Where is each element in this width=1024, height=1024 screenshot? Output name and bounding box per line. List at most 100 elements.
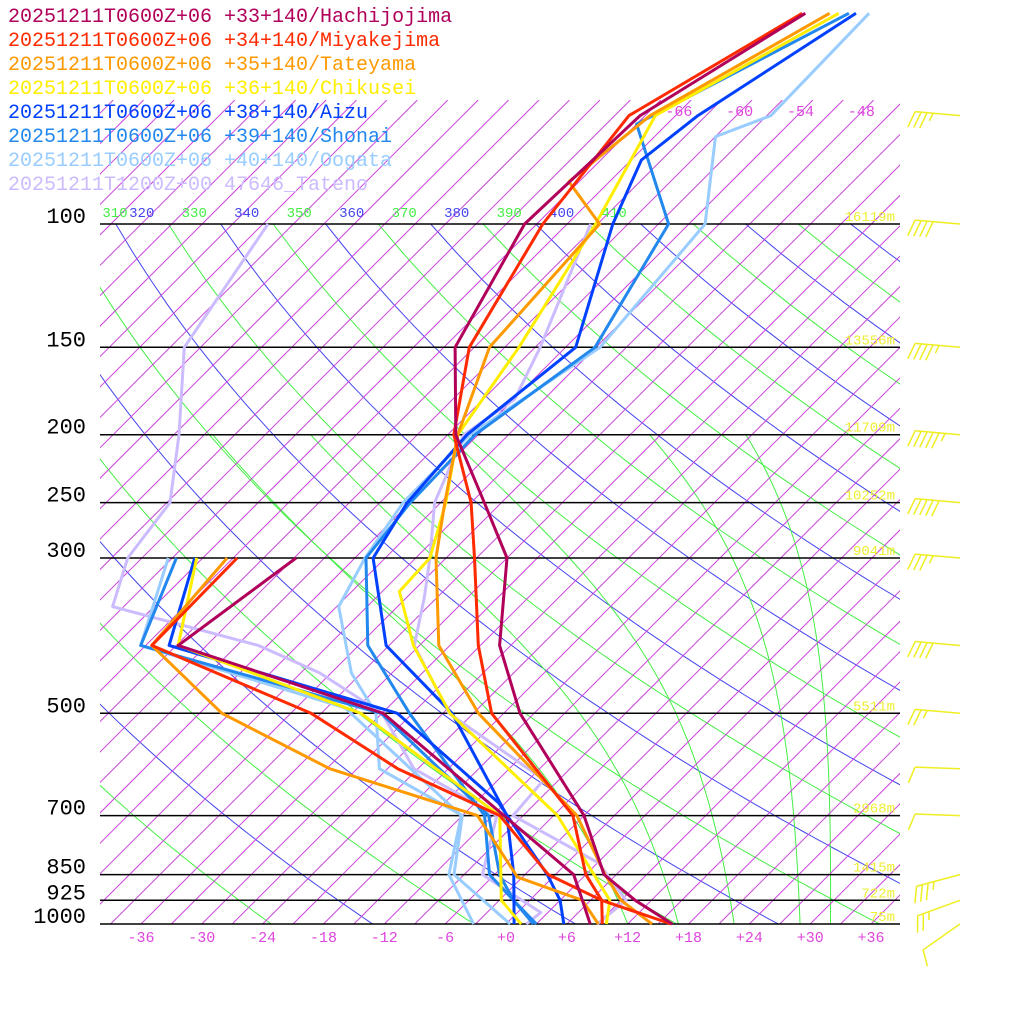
legend-entry: 20251211T0600Z+06 +34+140/Miyakejima <box>8 30 441 53</box>
dewpoint-profile-line <box>139 557 475 925</box>
wind-barbs <box>907 110 961 967</box>
wind-barb-flag <box>919 554 928 571</box>
pressure-label: 925 <box>46 881 86 906</box>
isotherm-line <box>100 100 601 601</box>
wind-barb-flag <box>919 499 928 516</box>
wind-barb <box>907 813 961 831</box>
legend-entry: 20251211T1200Z+00 47646_Tateno <box>8 174 369 197</box>
x-tick-label: -18 <box>310 930 337 947</box>
isotherm-line <box>932 100 1024 924</box>
isotherm-line <box>627 650 900 924</box>
wind-barb <box>907 219 961 238</box>
wind-barb-flag <box>907 709 916 726</box>
wind-barb-flag <box>919 642 928 659</box>
wind-barb-flag <box>931 432 940 449</box>
wind-barb-shaft <box>915 110 961 117</box>
x-tick-label: -24 <box>249 930 276 947</box>
wind-barb-flag <box>913 343 922 360</box>
wind-barb-flag <box>919 884 924 902</box>
isotherm-line <box>171 194 900 924</box>
height-label: 75m <box>870 910 895 926</box>
legend-entry: 20251211T0600Z+06 +35+140/Tateyama <box>8 54 417 77</box>
wind-barb <box>907 497 961 517</box>
theta-label: 370 <box>392 206 417 222</box>
temp-profile-line <box>397 11 840 925</box>
wind-barb-half-flag <box>922 710 928 719</box>
isotherm-line <box>505 529 900 924</box>
wind-barb-flag <box>907 498 916 515</box>
isotherm-line <box>100 100 783 784</box>
height-label: 10252m <box>845 489 895 505</box>
isotherm-line <box>475 498 900 924</box>
wind-barb-flag <box>925 344 934 361</box>
legend-entry: 20251211T0600Z+06 +39+140/Shonai <box>8 126 393 149</box>
wind-barb-flag <box>907 641 916 658</box>
wind-barb <box>907 430 961 449</box>
dewpoint-profile-line <box>150 557 600 925</box>
isotherm-line <box>100 100 418 419</box>
background-lines <box>100 224 900 924</box>
wind-barb-half-flag <box>932 881 935 891</box>
dewpoint-profile-line <box>111 223 543 926</box>
x-tick-label: +18 <box>675 930 702 947</box>
x-tick-label: -30 <box>188 930 215 947</box>
pressure-label: 500 <box>46 694 86 719</box>
isotherm-line <box>100 100 388 388</box>
isotherm-line <box>536 559 900 924</box>
wind-barb-flag <box>913 220 922 237</box>
theta-label: 350 <box>287 206 312 222</box>
isotherm-line <box>100 100 510 510</box>
isotherm-line <box>414 438 900 924</box>
wind-barb-flag <box>913 709 922 726</box>
pressure-label: 250 <box>46 484 86 509</box>
isotherm-line <box>100 100 753 753</box>
moist-adiabat-line <box>649 434 801 924</box>
theta-label: 400 <box>549 206 574 222</box>
isotherm-label: -48 <box>848 104 875 121</box>
pressure-label: 850 <box>46 856 86 881</box>
isotherm-line <box>100 100 449 449</box>
wind-barb-shaft <box>915 342 961 349</box>
temp-profile-line <box>453 12 807 926</box>
wind-barb <box>907 553 961 571</box>
dewpoint-profile-line <box>176 556 592 925</box>
wind-barb-flag <box>913 111 922 128</box>
theta-label: 320 <box>129 206 154 222</box>
isotherm-line <box>100 100 875 875</box>
wind-barb-flag <box>919 431 928 448</box>
isotherm-line <box>140 164 900 924</box>
wind-barb-shaft <box>915 219 961 225</box>
dry-adiabat-line <box>100 784 272 924</box>
legend-entry: 20251211T0600Z+06 +33+140/Hachijojima <box>8 6 453 29</box>
wind-barb-half-flag <box>940 433 946 442</box>
isotherm-line <box>100 100 540 540</box>
isotherm-line <box>110 133 900 924</box>
wind-barb-flag <box>907 343 916 360</box>
height-label: 13556m <box>845 333 895 349</box>
height-label: 722m <box>861 886 895 902</box>
x-tick-label: +0 <box>497 930 515 947</box>
wind-barb-shaft <box>915 553 961 559</box>
x-tick-label: +12 <box>614 930 641 947</box>
wind-barb-shaft <box>916 873 961 887</box>
wind-barb-flag <box>907 766 916 784</box>
wind-barb-flag <box>925 221 934 238</box>
height-label: 9041m <box>853 544 895 560</box>
isotherm-label: -60 <box>726 104 753 121</box>
x-tick-label: -36 <box>127 930 154 947</box>
isotherm-line <box>262 285 900 924</box>
wind-barb-half-flag <box>928 112 934 122</box>
wind-barb-shaft <box>917 899 961 917</box>
height-label: 11709m <box>845 421 895 437</box>
wind-barb-flag <box>907 111 916 128</box>
isotherm-line <box>100 100 479 479</box>
dry-adiabat-line <box>587 224 900 469</box>
theta-label: 390 <box>497 206 522 222</box>
dry-adiabat-line <box>640 224 900 427</box>
isotherm-line <box>718 742 900 924</box>
temp-profile-line <box>412 223 628 926</box>
isotherm-line <box>566 590 900 924</box>
isotherm-label: -66 <box>665 104 692 121</box>
isotherm-line <box>100 100 692 692</box>
x-tick-label: -12 <box>371 930 398 947</box>
